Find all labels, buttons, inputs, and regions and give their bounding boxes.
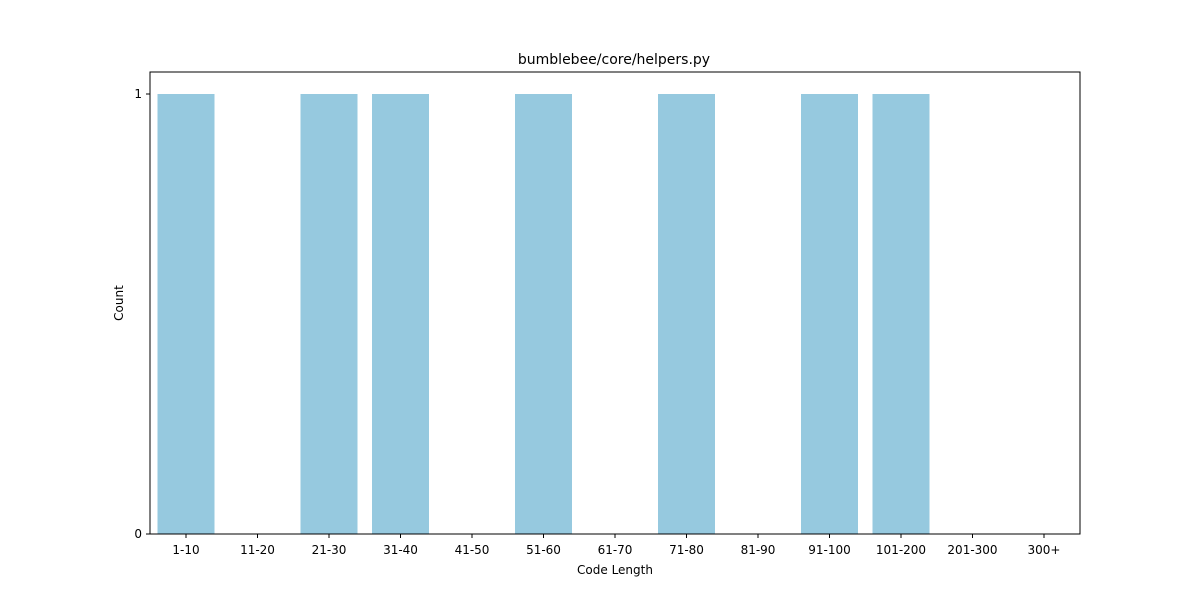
y-tick-label: 0: [134, 527, 142, 541]
x-tick-label: 11-20: [240, 543, 275, 557]
y-axis-title: Count: [112, 285, 126, 321]
x-tick-label: 51-60: [526, 543, 561, 557]
x-axis: 1-10 11-20 21-30 31-40 41-50 51-60 61-70 71-80 8…: [172, 534, 1060, 557]
x-tick-label: 101-200: [876, 543, 926, 557]
bar-91-100: [801, 94, 858, 534]
x-tick-label: 81-90: [741, 543, 776, 557]
bars-group: [157, 94, 930, 534]
x-tick-label: 41-50: [455, 543, 490, 557]
x-tick-label: 201-300: [947, 543, 997, 557]
bar-31-40: [372, 94, 429, 534]
x-tick-label: 1-10: [172, 543, 199, 557]
x-tick-label: 21-30: [312, 543, 347, 557]
y-axis: 01: [134, 87, 150, 541]
x-tick-label: 31-40: [383, 543, 418, 557]
x-tick-label: 91-100: [808, 543, 851, 557]
bar-101-200: [872, 94, 930, 534]
bar-51-60: [515, 94, 572, 534]
bar-21-30: [300, 94, 358, 534]
x-tick-label: 71-80: [669, 543, 704, 557]
plot-frame: [149, 71, 1081, 535]
y-tick-label: 1: [134, 87, 142, 101]
x-axis-title: Code Length: [577, 563, 653, 577]
bar-1-10: [157, 94, 215, 534]
bar-71-80: [658, 94, 715, 534]
chart-title: bumblebee/core/helpers.py: [518, 52, 710, 68]
x-tick-label: 61-70: [598, 543, 633, 557]
x-tick-label: 300+: [1028, 543, 1061, 557]
